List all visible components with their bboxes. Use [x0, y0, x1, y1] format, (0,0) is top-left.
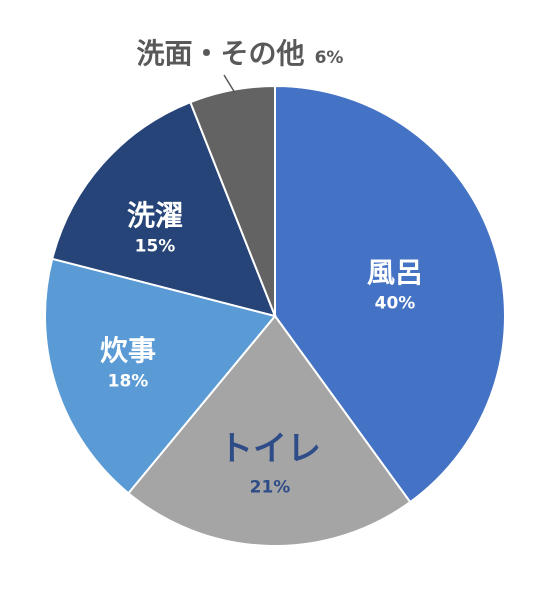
value-label-laundry: 15% — [135, 237, 176, 257]
pie-slice-toilet — [126, 314, 412, 547]
pie-slice-kitchen — [44, 257, 277, 495]
pie-slices — [44, 84, 506, 547]
leader-lines — [223, 74, 236, 94]
pie-slice-washbasin-other — [189, 84, 276, 317]
value-label-toilet: 21% — [250, 477, 291, 497]
category-label-toilet: トイレ — [219, 429, 321, 469]
category-label-kitchen: 炊事 — [100, 334, 156, 367]
slice-labels: 風呂 40% トイレ 21% 炊事 18% 洗濯 15% 洗面・その他 6% — [100, 37, 423, 497]
leader-line-washbasin-other — [223, 74, 236, 94]
pie-slice-bath — [274, 84, 506, 504]
value-label-bath: 40% — [375, 294, 416, 314]
category-label-bath: 風呂 — [367, 256, 423, 289]
category-label-laundry: 洗濯 — [127, 199, 183, 232]
slice-label-washbasin-other: 洗面・その他 6% — [137, 37, 344, 70]
value-label-kitchen: 18% — [108, 372, 149, 392]
category-label-washbasin-other: 洗面・その他 — [137, 37, 305, 70]
pie-slice-laundry — [51, 100, 277, 318]
value-label-washbasin-other: 6% — [315, 48, 344, 68]
